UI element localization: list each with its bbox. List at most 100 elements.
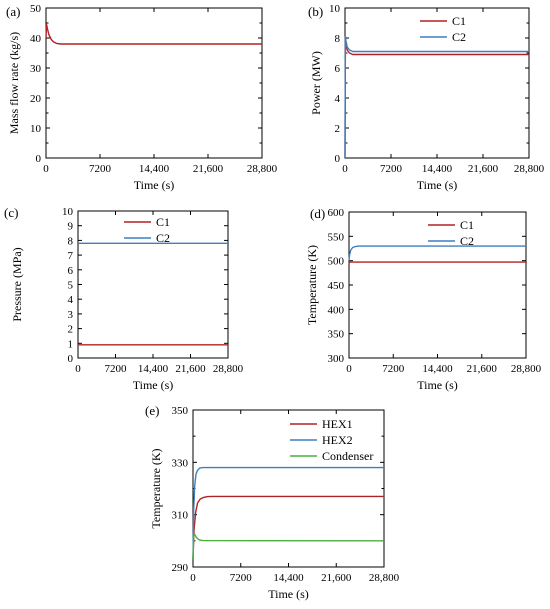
x-tick-label: 21,600 (175, 363, 206, 375)
x-tick-label: 7200 (230, 572, 253, 584)
x-tick-label: 14,400 (139, 163, 170, 175)
y-tick-label: 400 (328, 304, 345, 316)
plot-frame (192, 409, 385, 568)
y-tick-label: 450 (328, 280, 345, 292)
legend-label: HEX1 (322, 417, 353, 431)
y-tick-label: 30 (30, 63, 42, 75)
x-tick-label: 14,400 (422, 363, 453, 375)
legend-label: C1 (460, 218, 474, 232)
x-axis-title: Time (s) (134, 178, 175, 192)
y-tick-label: 2 (68, 324, 74, 336)
x-tick-label: 0 (346, 363, 352, 375)
x-tick-label: 7200 (105, 363, 128, 375)
y-tick-label: 4 (335, 93, 341, 105)
x-tick-label: 0 (342, 163, 348, 175)
y-axis-title: Temperature (K) (149, 448, 163, 528)
y-tick-label: 2 (335, 123, 341, 135)
y-tick-label: 10 (62, 206, 74, 218)
x-tick-label: 7200 (89, 163, 112, 175)
plot-frame (344, 7, 530, 159)
x-axis-title: Time (s) (133, 378, 174, 392)
y-tick-label: 3 (68, 309, 74, 321)
panel-label: (e) (145, 403, 159, 418)
y-axis-title: Temperature (K) (305, 245, 319, 325)
series-line-hex2 (192, 466, 384, 560)
y-tick-label: 7 (68, 250, 74, 262)
panel-label: (a) (6, 4, 20, 19)
plot-frame (45, 7, 263, 159)
y-tick-label: 9 (68, 221, 74, 233)
y-tick-label: 10 (329, 3, 341, 15)
y-tick-label: 20 (30, 93, 42, 105)
series-line-condenser (192, 533, 385, 560)
y-axis-title: Power (MW) (309, 51, 323, 115)
series-line-main (45, 23, 262, 45)
y-tick-label: 350 (328, 329, 345, 341)
x-tick-label: 7200 (382, 363, 405, 375)
y-tick-label: 4 (68, 294, 74, 306)
y-axis-title: Mass flow rate (kg/s) (7, 32, 21, 134)
y-tick-label: 1 (68, 338, 74, 350)
panel-label: (b) (308, 4, 323, 19)
x-tick-label: 14,400 (422, 163, 453, 175)
y-tick-label: 40 (30, 33, 42, 45)
y-tick-label: 290 (172, 562, 189, 574)
x-axis-title: Time (s) (268, 587, 309, 601)
y-tick-label: 6 (68, 265, 74, 277)
x-axis-title: Time (s) (417, 178, 458, 192)
y-tick-label: 550 (328, 231, 345, 243)
y-tick-label: 500 (328, 256, 345, 268)
x-tick-label: 21,600 (321, 572, 352, 584)
x-axis-title: Time (s) (417, 378, 458, 392)
y-tick-label: 50 (30, 3, 42, 15)
legend: HEX1 HEX2 Condenser (290, 417, 373, 463)
x-tick-label: 28,800 (247, 163, 278, 175)
x-tick-label: 28,800 (514, 163, 545, 175)
x-tick-label: 0 (190, 572, 196, 584)
panel-d: (d) 0 7200 14,400 21,600 28,800 300 350 400 450 50… (305, 206, 542, 392)
plot-frame (348, 211, 527, 359)
panel-a: (a) 0 7200 14,400 21,600 28,800 0 10 20 30 40 50 Tim… (6, 3, 278, 192)
x-tick-label: 28,800 (213, 363, 244, 375)
legend-label: C2 (452, 30, 466, 44)
y-tick-label: 0 (36, 153, 42, 165)
y-tick-label: 6 (335, 63, 341, 75)
series-line-c1 (344, 37, 529, 159)
y-tick-label: 8 (335, 33, 341, 45)
panel-c: (c) 0 7200 14,400 21,600 28,800 0 1 2 3 4 5 6 7 8 9 10 Ti… (4, 205, 244, 392)
y-tick-label: 8 (68, 235, 74, 247)
x-tick-label: 7200 (380, 163, 403, 175)
panel-e: (e) 0 7200 14,400 21,600 28,800 290 310 330 350 Ti… (145, 403, 400, 601)
legend-label: C1 (156, 215, 170, 229)
legend-label: Condenser (322, 449, 373, 463)
y-tick-label: 10 (30, 123, 42, 135)
x-tick-label: 21,600 (467, 363, 498, 375)
panel-label: (c) (4, 205, 18, 220)
x-tick-label: 14,400 (273, 572, 304, 584)
y-tick-label: 5 (68, 280, 74, 292)
y-tick-label: 310 (172, 510, 189, 522)
x-tick-label: 28,800 (369, 572, 400, 584)
y-tick-label: 600 (328, 207, 345, 219)
x-tick-label: 28,800 (511, 363, 542, 375)
panel-label: (d) (310, 206, 325, 221)
series-line-hex1 (192, 495, 384, 560)
y-tick-label: 350 (172, 405, 189, 417)
y-tick-label: 0 (335, 153, 341, 165)
legend-label: C2 (460, 234, 474, 248)
y-tick-label: 0 (68, 353, 74, 365)
x-tick-label: 0 (75, 363, 81, 375)
legend-label: C2 (156, 231, 170, 245)
y-tick-label: 330 (172, 457, 189, 469)
x-tick-label: 14,400 (138, 363, 169, 375)
x-tick-label: 21,600 (468, 163, 499, 175)
series-line-c2 (344, 35, 529, 159)
legend-label: HEX2 (322, 433, 353, 447)
series-line-c2 (348, 245, 526, 261)
x-tick-label: 21,600 (193, 163, 224, 175)
panel-b: (b) 0 7200 14,400 21,600 28,800 0 2 4 6 8 10 Time (s… (308, 3, 545, 192)
